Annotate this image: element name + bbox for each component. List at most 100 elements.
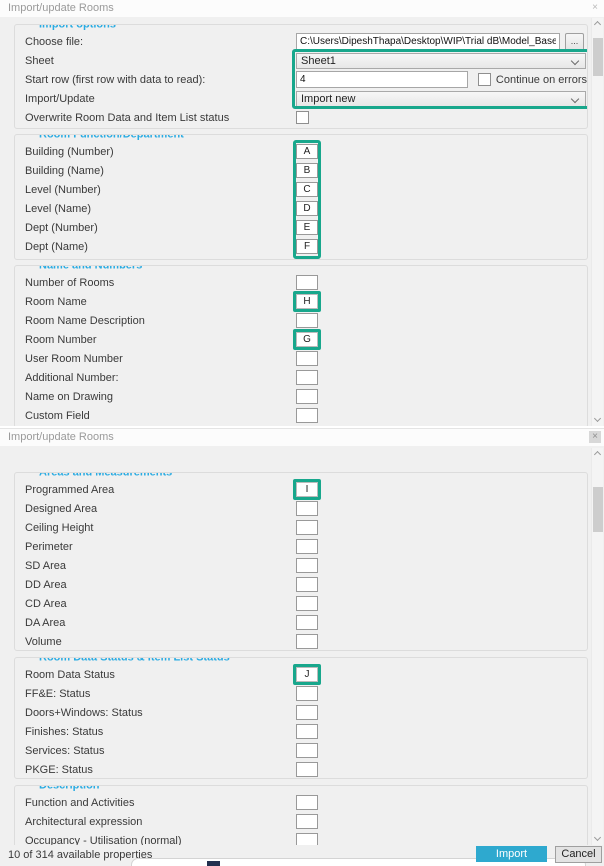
column-mapping-input[interactable]: [296, 332, 318, 347]
form-row: Ceiling Height: [25, 518, 587, 537]
annotation-highlight-box: [293, 291, 321, 312]
form-row: Services: Status: [25, 741, 587, 760]
field-label: CD Area: [25, 597, 67, 610]
field-label: Level (Number): [25, 183, 101, 196]
group-header: Room Data Status & Item List Status: [35, 658, 234, 664]
title-bar: Import/update Rooms ×: [0, 0, 604, 17]
import-update-dropdown[interactable]: Import new: [296, 90, 586, 107]
form-row: DA Area: [25, 613, 587, 632]
form-row: FF&E: Status: [25, 684, 587, 703]
vertical-scrollbar[interactable]: [591, 18, 603, 426]
column-mapping-input[interactable]: [296, 558, 318, 573]
import-button[interactable]: Import: [476, 846, 547, 862]
form-row: Room Name: [25, 291, 587, 312]
form-row: PKGE: Status: [25, 760, 587, 778]
field-label: DD Area: [25, 578, 67, 591]
column-mapping-input[interactable]: [296, 539, 318, 554]
close-icon[interactable]: ×: [589, 431, 601, 443]
annotation-highlight-box: [293, 664, 321, 685]
field-label: Room Name Description: [25, 314, 145, 327]
chevron-down-icon: [570, 94, 580, 103]
column-mapping-input[interactable]: [296, 743, 318, 758]
group-header: Import options: [35, 25, 120, 31]
form-row: User Room Number: [25, 349, 587, 368]
group-areas: Areas and Measurements Programmed Area D…: [14, 472, 588, 651]
column-mapping-input[interactable]: [296, 220, 318, 235]
form-row: Programmed Area: [25, 479, 587, 500]
form-row: Custom Field: [25, 406, 587, 425]
column-mapping-input[interactable]: [296, 833, 318, 845]
column-mapping-input[interactable]: [296, 762, 318, 777]
column-mapping-input[interactable]: [296, 144, 318, 159]
column-mapping-input[interactable]: [296, 294, 318, 309]
scroll-up-icon[interactable]: [592, 18, 604, 30]
column-mapping-input[interactable]: [296, 724, 318, 739]
import-update-row: Import/Update Import new: [25, 89, 587, 108]
column-mapping-input[interactable]: [296, 615, 318, 630]
form-row: Function and Activities: [25, 793, 587, 812]
browse-button[interactable]: ...: [565, 32, 584, 51]
sheet-label: Sheet: [25, 54, 54, 67]
dialog-footer: 10 of 314 available properties Import Ca…: [0, 845, 604, 866]
form-row: Room Number: [25, 329, 587, 350]
column-mapping-input[interactable]: [296, 351, 318, 366]
overwrite-row: Overwrite Room Data and Item List status: [25, 108, 587, 127]
import-update-selected-value: Import new: [301, 92, 356, 105]
sheet-selected-value: Sheet1: [301, 54, 336, 67]
column-mapping-input[interactable]: [296, 634, 318, 649]
form-row: Level (Number): [25, 180, 587, 199]
continue-on-errors-checkbox[interactable]: [477, 73, 491, 86]
sheet-dropdown[interactable]: Sheet1: [296, 52, 586, 69]
column-mapping-input[interactable]: [296, 275, 318, 290]
chevron-down-icon: [570, 56, 580, 65]
overwrite-label: Overwrite Room Data and Item List status: [25, 111, 230, 124]
field-label: Architectural expression: [25, 815, 143, 828]
scroll-up-icon[interactable]: [592, 448, 604, 460]
cancel-button[interactable]: Cancel: [555, 846, 602, 863]
field-label: Building (Name): [25, 164, 104, 177]
column-mapping-input[interactable]: [296, 705, 318, 720]
column-mapping-input[interactable]: [296, 596, 318, 611]
close-icon[interactable]: ×: [592, 2, 598, 13]
column-mapping-input[interactable]: [296, 313, 318, 328]
column-mapping-input[interactable]: [296, 501, 318, 516]
import-rooms-dialog-top: Import/update Rooms × Import options Cho…: [0, 0, 604, 426]
column-mapping-input[interactable]: [296, 239, 318, 254]
column-mapping-input[interactable]: [296, 182, 318, 197]
column-mapping-input[interactable]: [296, 686, 318, 701]
overwrite-checkbox[interactable]: [296, 111, 309, 124]
field-label: Building (Number): [25, 145, 114, 158]
column-mapping-input[interactable]: [296, 482, 318, 497]
column-mapping-input[interactable]: [296, 577, 318, 592]
form-row: Volume: [25, 632, 587, 650]
form-row: Architectural expression: [25, 812, 587, 831]
column-mapping-input[interactable]: [296, 389, 318, 404]
vertical-scrollbar[interactable]: [591, 448, 603, 845]
scroll-down-icon[interactable]: [592, 833, 604, 845]
start-row-label: Start row (first row with data to read):: [25, 73, 206, 86]
column-mapping-input[interactable]: [296, 163, 318, 178]
column-mapping-input[interactable]: [296, 520, 318, 535]
start-row-input[interactable]: [296, 71, 468, 88]
column-mapping-input[interactable]: [296, 201, 318, 216]
annotation-highlight-box: [293, 479, 321, 500]
column-mapping-input[interactable]: [296, 408, 318, 423]
field-label: Name on Drawing: [25, 390, 114, 403]
form-row: Finishes: Status: [25, 722, 587, 741]
file-path-input[interactable]: [296, 33, 560, 50]
scroll-down-icon[interactable]: [592, 414, 604, 426]
taskbar-icon-fragment: [207, 861, 220, 866]
scrollbar-thumb[interactable]: [593, 487, 603, 532]
start-row-row: Start row (first row with data to read):…: [25, 70, 587, 89]
scroll-content: Areas and Measurements Programmed Area D…: [0, 446, 604, 845]
scrollbar-thumb[interactable]: [593, 38, 603, 76]
group-status: Room Data Status & Item List Status Room…: [14, 657, 588, 779]
group-import-options: Import options Choose file: ... Sheet Sh…: [14, 24, 588, 129]
group-header: Description: [35, 786, 104, 792]
column-mapping-input[interactable]: [296, 667, 318, 682]
column-mapping-input[interactable]: [296, 370, 318, 385]
form-row: Number of Rooms: [25, 273, 587, 292]
form-row: Building (Name): [25, 161, 587, 180]
column-mapping-input[interactable]: [296, 814, 318, 829]
column-mapping-input[interactable]: [296, 795, 318, 810]
